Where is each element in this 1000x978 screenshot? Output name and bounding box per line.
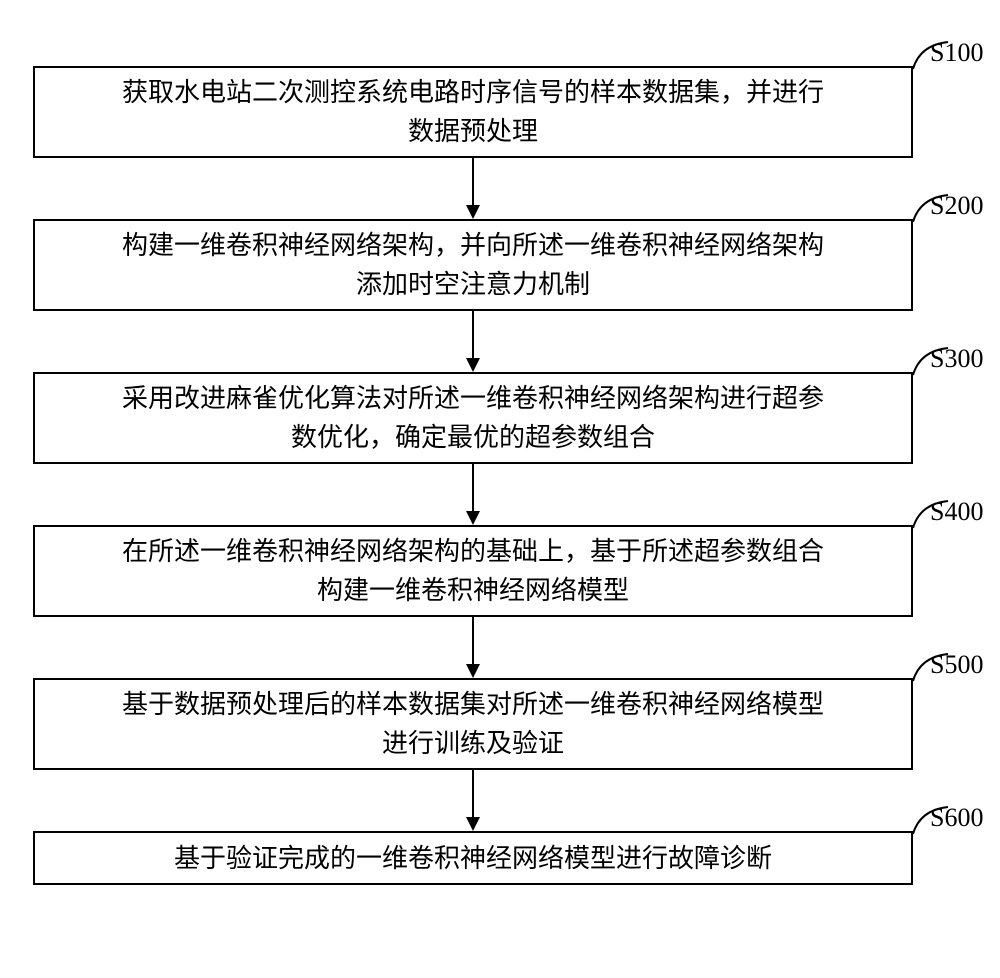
arrow-head-5 — [466, 817, 480, 831]
step-text: 构建一维卷积神经网络架构，并向所述一维卷积神经网络架构添加时空注意力机制 — [122, 226, 824, 304]
arrow-head-2 — [466, 358, 480, 372]
step-text: 基于验证完成的一维卷积神经网络模型进行故障诊断 — [174, 839, 772, 878]
arrow-shaft-3 — [472, 464, 474, 511]
step-box-s600: 基于验证完成的一维卷积神经网络模型进行故障诊断 — [33, 831, 913, 885]
arrow-head-3 — [466, 511, 480, 525]
arrow-head-4 — [466, 664, 480, 678]
arrow-shaft-2 — [472, 311, 474, 358]
step-box-s200: 构建一维卷积神经网络架构，并向所述一维卷积神经网络架构添加时空注意力机制 — [33, 219, 913, 311]
step-box-s500: 基于数据预处理后的样本数据集对所述一维卷积神经网络模型进行训练及验证 — [33, 678, 913, 770]
step-text: 在所述一维卷积神经网络架构的基础上，基于所述超参数组合构建一维卷积神经网络模型 — [122, 532, 824, 610]
arrow-shaft-5 — [472, 770, 474, 817]
step-text: 获取水电站二次测控系统电路时序信号的样本数据集，并进行数据预处理 — [122, 73, 824, 151]
connector-curve-s100 — [908, 37, 953, 74]
arrow-head-1 — [466, 205, 480, 219]
connector-curve-s400 — [908, 496, 953, 533]
arrow-shaft-1 — [472, 158, 474, 205]
step-box-s300: 采用改进麻雀优化算法对所述一维卷积神经网络架构进行超参数优化，确定最优的超参数组… — [33, 372, 913, 464]
connector-curve-s200 — [908, 190, 953, 227]
arrow-shaft-4 — [472, 617, 474, 664]
step-text: 采用改进麻雀优化算法对所述一维卷积神经网络架构进行超参数优化，确定最优的超参数组… — [122, 379, 824, 457]
step-box-s400: 在所述一维卷积神经网络架构的基础上，基于所述超参数组合构建一维卷积神经网络模型 — [33, 525, 913, 617]
step-text: 基于数据预处理后的样本数据集对所述一维卷积神经网络模型进行训练及验证 — [122, 685, 824, 763]
step-box-s100: 获取水电站二次测控系统电路时序信号的样本数据集，并进行数据预处理 — [33, 66, 913, 158]
flowchart-canvas: 获取水电站二次测控系统电路时序信号的样本数据集，并进行数据预处理S100构建一维… — [0, 0, 1000, 978]
connector-curve-s500 — [908, 649, 953, 686]
connector-curve-s600 — [908, 802, 953, 839]
connector-curve-s300 — [908, 343, 953, 380]
